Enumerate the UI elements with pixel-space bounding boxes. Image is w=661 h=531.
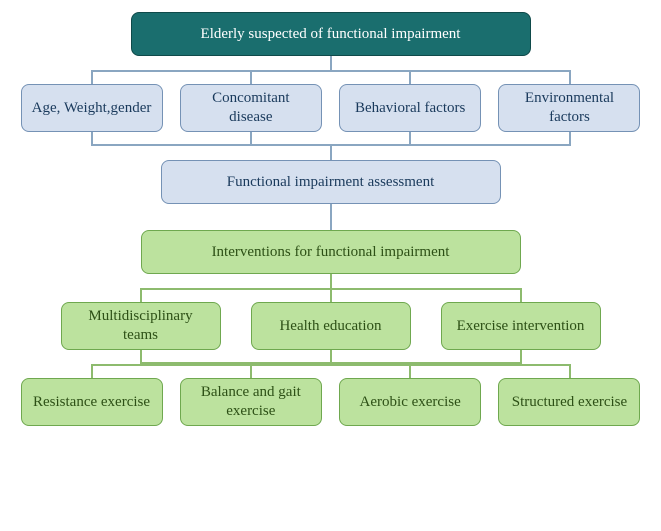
node-exercise-1: Balance and gait exercise (180, 378, 322, 426)
connector-fork (21, 364, 641, 378)
node-exercise-2: Aerobic exercise (339, 378, 481, 426)
connector-fork (61, 274, 601, 302)
node-intervention-1: Health education (251, 302, 411, 350)
row-exercises: Resistance exercise Balance and gait exer… (21, 378, 641, 426)
node-exercise-0: Resistance exercise (21, 378, 163, 426)
node-interventions-header: Interventions for functional impairment (141, 230, 521, 274)
connector-fork (21, 56, 641, 84)
row-factors: Age, Weight,gender Concomitant disease Beh… (21, 84, 641, 132)
connector-vertical (330, 204, 332, 230)
node-root: Elderly suspected of functional impairme… (131, 12, 531, 56)
row-interventions: Multidisciplinary teams Health education E… (61, 302, 601, 350)
node-factor-3: Environmental factors (498, 84, 640, 132)
node-intervention-0: Multidisciplinary teams (61, 302, 221, 350)
node-intervention-2: Exercise intervention (441, 302, 601, 350)
node-assessment: Functional impairment assessment (161, 160, 501, 204)
connector-join (61, 350, 601, 364)
node-exercise-3: Structured exercise (498, 378, 640, 426)
node-factor-0: Age, Weight,gender (21, 84, 163, 132)
connector-join (21, 132, 641, 160)
flowchart-root: Elderly suspected of functional impairme… (12, 12, 649, 426)
node-factor-1: Concomitant disease (180, 84, 322, 132)
node-factor-2: Behavioral factors (339, 84, 481, 132)
